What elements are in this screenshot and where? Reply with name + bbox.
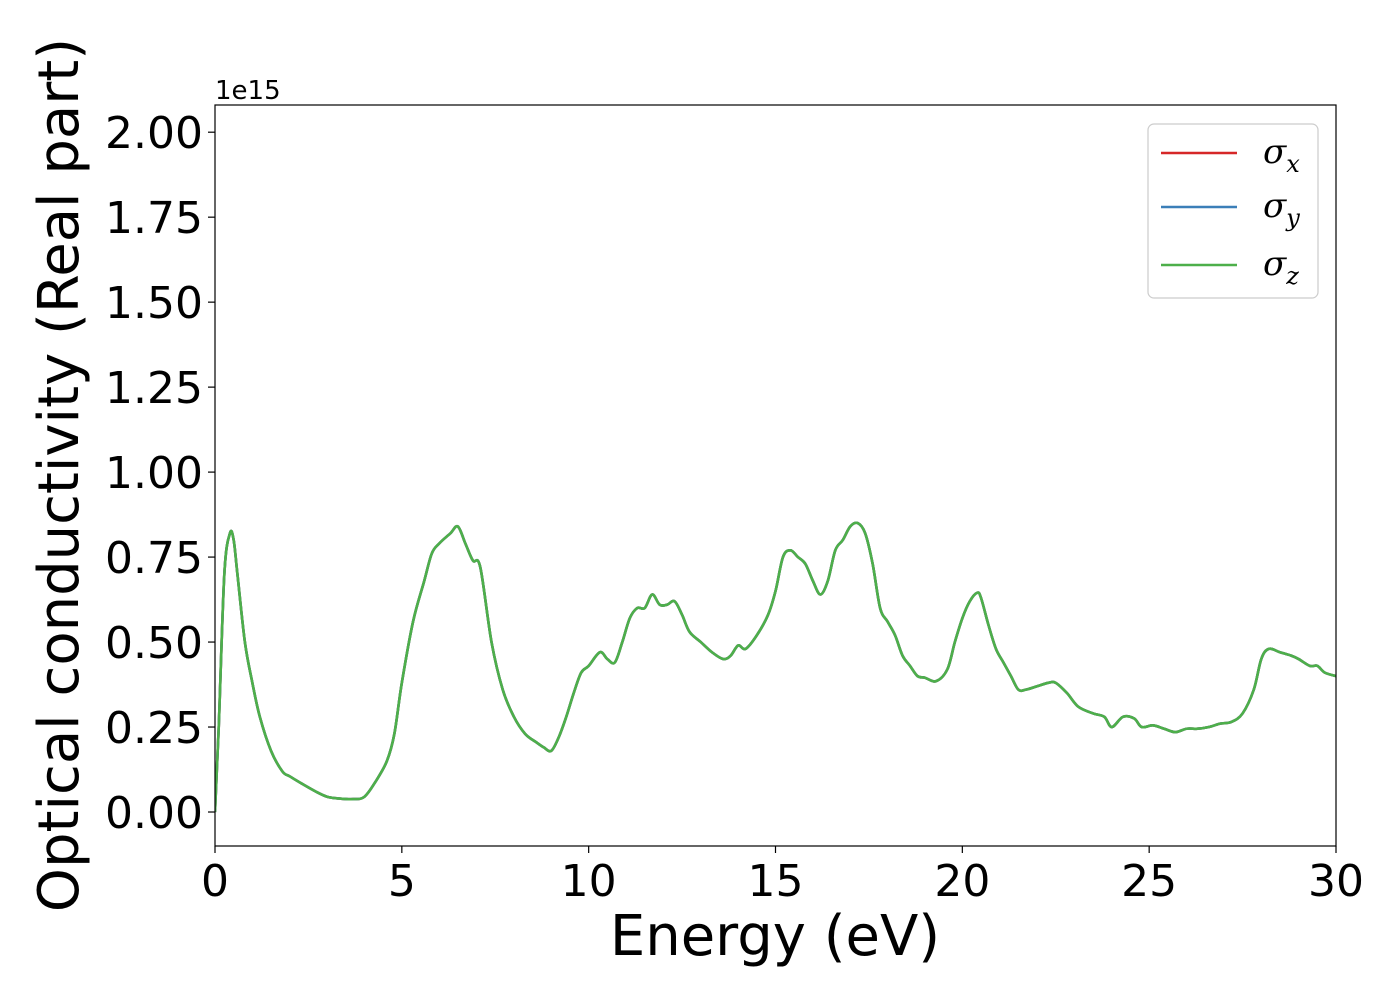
y-scale-exponent: 1e15 <box>215 76 281 106</box>
x-tick-label: 25 <box>1121 856 1177 907</box>
legend-items: σx σy σz <box>1161 132 1300 290</box>
legend-label-y: σy <box>1263 186 1300 232</box>
y-tick-label: 2.00 <box>105 108 203 159</box>
x-tick-label: 20 <box>934 856 990 907</box>
x-axis-title: Energy (eV) <box>610 904 940 969</box>
legend-box <box>1147 123 1319 299</box>
y-axis-title: Optical conductivity (Real part) <box>27 38 92 912</box>
y-tick-label: 1.25 <box>105 363 203 414</box>
y-tick-label: 1.00 <box>105 448 203 499</box>
series-line-z <box>215 521 1336 813</box>
legend-label-z: σz <box>1263 244 1299 290</box>
y-tick-label: 0.00 <box>105 788 203 839</box>
y-tick-label: 0.75 <box>105 533 203 584</box>
y-tick-label: 1.50 <box>105 278 203 329</box>
y-tick-label: 0.25 <box>105 703 203 754</box>
y-tick-label: 1.75 <box>105 193 203 244</box>
x-tick-label: 5 <box>388 856 416 907</box>
y-tick-label: 0.50 <box>105 618 203 669</box>
x-tick-label: 30 <box>1308 856 1364 907</box>
x-tick-label: 10 <box>561 856 617 907</box>
x-tick-label: 0 <box>201 856 229 907</box>
series-layer <box>215 521 1336 813</box>
y-axis-ticks: 0.00 0.25 0.50 0.75 1.00 1.25 1.50 1.75 2.00 <box>105 108 215 839</box>
legend: σx σy σz <box>1147 123 1319 299</box>
x-axis-ticks: 0 5 10 15 20 25 30 <box>201 846 1364 907</box>
legend-label-x: σx <box>1263 132 1300 178</box>
x-tick-label: 15 <box>748 856 804 907</box>
